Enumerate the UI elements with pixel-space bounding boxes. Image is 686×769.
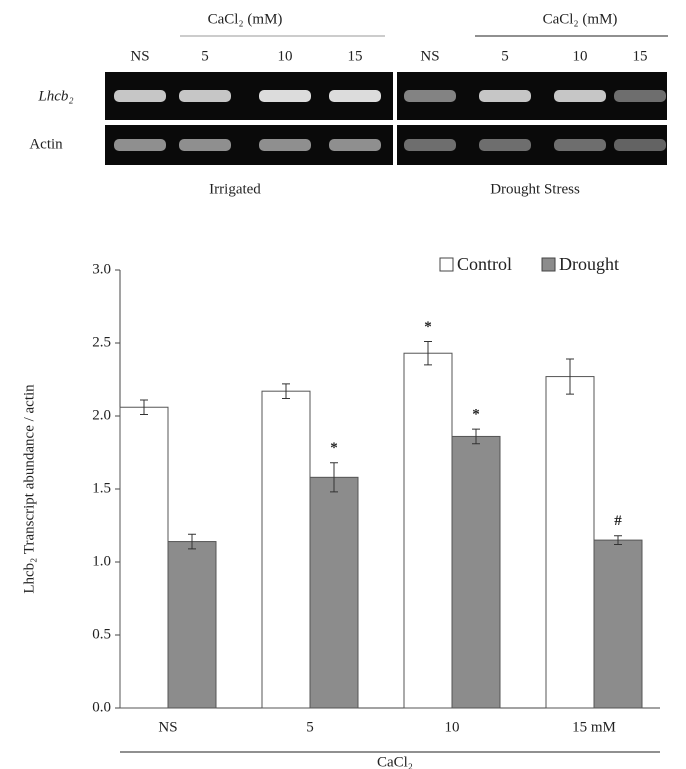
y-tick-label: 2.5 [92, 334, 111, 350]
gel-panel-label: Irrigated [209, 181, 261, 197]
gel-band [179, 139, 231, 151]
gel-band [259, 90, 311, 102]
gel-band [404, 90, 456, 102]
gel-group-label: CaCl₂ (mM) [543, 11, 618, 27]
gel-band [614, 90, 666, 102]
gel-band [479, 139, 531, 151]
x-tick-label: NS [158, 719, 177, 735]
significance-mark: * [472, 407, 480, 423]
bar [310, 477, 358, 708]
bar [404, 353, 452, 708]
gel-band [614, 139, 666, 151]
lane-label: 5 [501, 48, 509, 64]
legend-swatch [542, 258, 555, 271]
bar [168, 542, 216, 708]
x-tick-label: 10 [445, 719, 460, 735]
y-tick-label: 2.0 [92, 407, 111, 423]
bar [262, 391, 310, 708]
gel-band [259, 139, 311, 151]
legend-label: Control [457, 254, 512, 274]
y-tick-label: 0.5 [92, 626, 111, 642]
bar [120, 407, 168, 708]
significance-mark: * [330, 440, 338, 456]
lane-label: 10 [573, 48, 588, 64]
gel-group-label: CaCl₂ (mM) [208, 11, 283, 27]
gel-band [479, 90, 531, 102]
gel-row-label: Lhcb₂ [37, 88, 73, 104]
y-tick-label: 1.5 [92, 480, 111, 496]
legend-swatch [440, 258, 453, 271]
gel-band [179, 90, 231, 102]
x-axis-label: CaCl₂ [377, 754, 413, 769]
lane-label: 5 [201, 48, 209, 64]
gel-band [114, 139, 166, 151]
lane-label: NS [420, 48, 439, 64]
gel-band [114, 90, 166, 102]
y-tick-label: 0.0 [92, 699, 111, 715]
legend-label: Drought [559, 254, 619, 274]
gel-band [554, 90, 606, 102]
lane-label: 10 [278, 48, 293, 64]
bar [594, 540, 642, 708]
gel-row-label: Actin [29, 136, 63, 152]
bar [546, 377, 594, 708]
gel-panel-label: Drought Stress [490, 181, 580, 197]
y-tick-label: 1.0 [92, 553, 111, 569]
lane-label: 15 [348, 48, 363, 64]
bar [452, 436, 500, 708]
gel-band [329, 139, 381, 151]
lane-label: 15 [633, 48, 648, 64]
lane-label: NS [130, 48, 149, 64]
x-tick-label: 15 mM [572, 719, 616, 735]
y-tick-label: 3.0 [92, 261, 111, 277]
gel-band [329, 90, 381, 102]
x-tick-label: 5 [306, 719, 314, 735]
y-axis-label: Lhcb₂ Transcript abundance / actin [21, 384, 37, 594]
significance-mark: # [614, 513, 622, 529]
gel-band [554, 139, 606, 151]
significance-mark: * [424, 319, 432, 335]
gel-band [404, 139, 456, 151]
figure: CaCl₂ (mM) CaCl₂ (mM) Lhcb₂ Actin Irriga… [0, 0, 686, 769]
